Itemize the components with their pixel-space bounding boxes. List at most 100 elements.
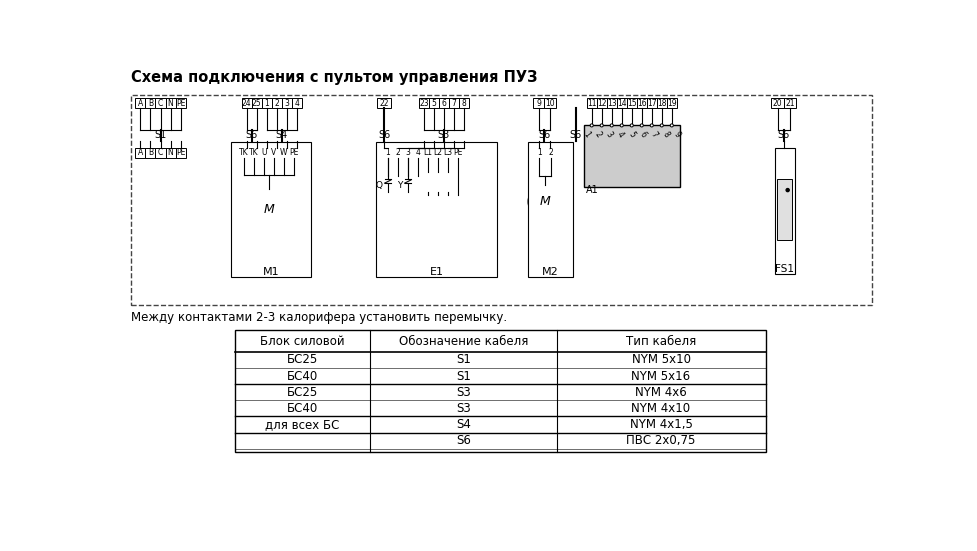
Bar (146, 99, 155, 109)
Bar (666, 99, 676, 109)
Text: 3: 3 (284, 99, 289, 108)
Bar (616, 99, 626, 109)
Bar (382, 148, 392, 158)
Bar (586, 99, 596, 109)
Text: S1: S1 (455, 370, 471, 382)
Circle shape (669, 124, 672, 127)
Text: TK: TK (248, 148, 258, 157)
Text: БС25: БС25 (286, 386, 318, 399)
Text: S1: S1 (455, 353, 471, 366)
Text: 1: 1 (536, 148, 541, 157)
Circle shape (589, 124, 593, 127)
Bar (136, 99, 146, 109)
Bar (136, 148, 146, 158)
Text: NYM 5x16: NYM 5x16 (631, 370, 690, 382)
Text: FS1: FS1 (775, 263, 793, 274)
Text: БС25: БС25 (286, 353, 318, 366)
Text: 2: 2 (592, 130, 603, 139)
Text: 23: 23 (418, 99, 428, 108)
Bar (448, 99, 458, 109)
Bar (443, 148, 452, 158)
Bar (377, 99, 391, 109)
Bar (175, 99, 186, 109)
Text: C: C (157, 99, 163, 108)
Text: 20: 20 (772, 99, 782, 108)
Text: M: M (539, 195, 550, 208)
Text: S6: S6 (777, 130, 789, 140)
Text: Между контактами 2-3 калорифера установить перемычку.: Между контактами 2-3 калорифера установи… (131, 311, 506, 324)
Text: S6: S6 (378, 130, 390, 140)
Text: NYM 4x10: NYM 4x10 (631, 402, 690, 415)
Bar (248, 148, 258, 158)
Text: 4: 4 (415, 148, 420, 157)
Text: A: A (138, 148, 143, 157)
Bar (241, 99, 251, 109)
Bar (278, 148, 288, 158)
Bar (412, 148, 422, 158)
Bar (422, 148, 432, 158)
Text: 9: 9 (535, 99, 540, 108)
Bar (443, 182, 451, 192)
Bar (423, 182, 432, 192)
Text: 8: 8 (659, 130, 670, 139)
Bar (392, 148, 403, 158)
Text: 19: 19 (666, 99, 676, 108)
Bar (234, 330, 765, 452)
Text: PE: PE (176, 99, 185, 108)
Text: 18: 18 (657, 99, 666, 108)
Text: NYM 4x6: NYM 4x6 (634, 386, 686, 399)
Text: 22: 22 (379, 99, 389, 108)
Text: 2: 2 (548, 148, 553, 157)
Text: M1: M1 (263, 267, 279, 277)
Text: N: N (167, 99, 173, 108)
Text: 14: 14 (616, 99, 626, 108)
Text: L1: L1 (423, 148, 432, 157)
Text: L2: L2 (433, 148, 442, 157)
Bar (155, 148, 165, 158)
Text: БС40: БС40 (286, 402, 318, 415)
Bar (771, 99, 783, 109)
Text: W: W (279, 148, 287, 157)
Bar (606, 99, 616, 109)
Text: 10: 10 (545, 99, 554, 108)
Text: S3: S3 (438, 130, 449, 140)
Text: NYM 4x1,5: NYM 4x1,5 (629, 418, 692, 431)
Bar (646, 99, 657, 109)
Text: A: A (138, 99, 143, 108)
Bar (528, 142, 573, 277)
Text: 17: 17 (647, 99, 656, 108)
Text: 1: 1 (385, 148, 390, 157)
Text: 2: 2 (395, 148, 400, 157)
Text: S6: S6 (570, 130, 581, 140)
Text: Тип кабеля: Тип кабеля (625, 334, 696, 348)
Text: 13: 13 (607, 99, 616, 108)
Bar (165, 148, 175, 158)
Bar (392, 142, 403, 148)
Text: 12: 12 (596, 99, 606, 108)
Bar (439, 99, 448, 109)
Bar (452, 148, 462, 158)
Text: 2: 2 (275, 99, 278, 108)
Bar (131, 95, 871, 305)
Circle shape (600, 124, 603, 127)
Text: TK: TK (238, 148, 248, 157)
Circle shape (619, 124, 622, 127)
Text: 3: 3 (604, 130, 614, 139)
Text: S3: S3 (455, 386, 470, 399)
Bar (544, 99, 555, 109)
Bar (428, 99, 439, 109)
Bar (443, 171, 451, 181)
Circle shape (786, 188, 788, 192)
Text: 25: 25 (252, 99, 261, 108)
Text: U: U (261, 148, 266, 157)
Text: E1: E1 (429, 267, 444, 277)
Text: 6: 6 (441, 99, 446, 108)
Text: 24: 24 (241, 99, 251, 108)
Text: Обозначение кабеля: Обозначение кабеля (399, 334, 528, 348)
Text: 21: 21 (785, 99, 794, 108)
Bar (269, 148, 278, 158)
Text: 3: 3 (404, 148, 409, 157)
Bar (231, 142, 311, 277)
Bar (238, 148, 248, 158)
Text: 1: 1 (264, 99, 269, 108)
